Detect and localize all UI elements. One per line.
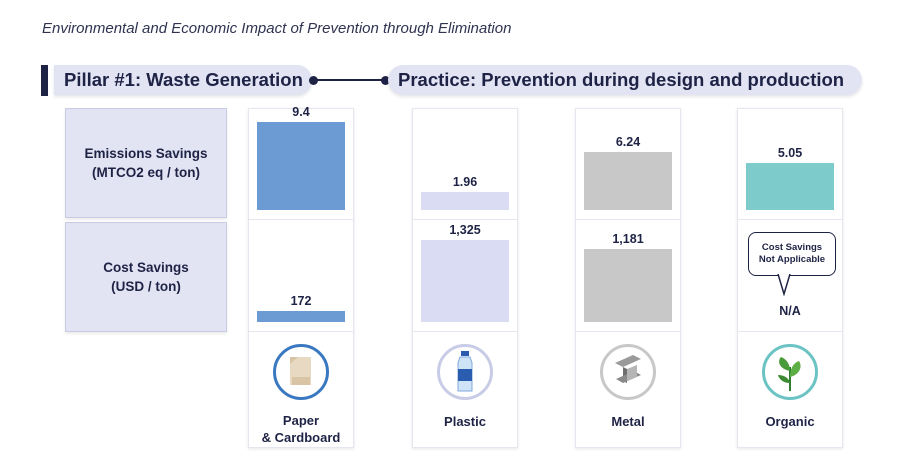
row-label-cost-line2: (USD / ton): [111, 279, 181, 294]
emissions-bar-paper: [257, 122, 345, 210]
column-divider: [737, 219, 843, 220]
cost-bar-paper: [257, 311, 345, 322]
emissions-bar-metal: [584, 152, 672, 210]
column-divider: [248, 331, 354, 332]
material-label-organic: Organic: [737, 413, 843, 430]
emissions-bar-organic: [746, 163, 834, 210]
bubble-tail: [777, 274, 791, 296]
cost-value-label: 1,325: [449, 223, 481, 237]
emissions-value-label: 9.4: [292, 105, 310, 119]
material-label-line1: Plastic: [444, 414, 486, 429]
row-label-emissions-line1: Emissions Savings: [84, 146, 208, 161]
row-label-emissions-line2: (MTCO2 eq / ton): [92, 165, 200, 180]
cost-bar-metal: [584, 249, 672, 322]
material-label-metal: Metal: [575, 413, 681, 430]
emissions-bar-plastic: [421, 192, 509, 210]
connector-line: [316, 79, 386, 81]
material-label-plastic: Plastic: [412, 413, 518, 430]
practice-heading: Practice: Prevention during design and p…: [388, 65, 862, 95]
na-bubble-line2: Not Applicable: [758, 254, 826, 265]
cost-value-label: N/A: [779, 304, 801, 318]
paper-icon: [273, 344, 329, 400]
connector-dot-right: [381, 76, 390, 85]
column-divider: [575, 219, 681, 220]
column-divider: [575, 331, 681, 332]
emissions-value-label: 6.24: [615, 135, 641, 149]
connector-dot-left: [309, 76, 318, 85]
column-divider: [248, 219, 354, 220]
material-label-line2: & Cardboard: [261, 430, 341, 445]
not-applicable-bubble: Cost Savings Not Applicable: [748, 232, 836, 276]
material-label-line1: Metal: [611, 414, 645, 429]
bottle-icon: [437, 344, 493, 400]
material-label-line1: Organic: [765, 414, 815, 429]
cost-bar-plastic: [421, 240, 509, 322]
column-divider: [737, 331, 843, 332]
cost-value-label: 1,181: [612, 232, 644, 246]
material-label-paper: Paper & Cardboard: [248, 412, 354, 446]
page-title: Environmental and Economic Impact of Pre…: [42, 20, 512, 37]
steel-beam-icon: [600, 344, 656, 400]
na-bubble-line1: Cost Savings: [761, 242, 823, 253]
row-label-cost-line1: Cost Savings: [103, 260, 189, 275]
cost-value-label: 172: [290, 294, 312, 308]
pillar-heading: Pillar #1: Waste Generation: [54, 65, 312, 95]
row-label-cost: Cost Savings (USD / ton): [65, 222, 227, 332]
column-divider: [412, 219, 518, 220]
pillar-accent-bar: [41, 65, 48, 96]
row-label-emissions: Emissions Savings (MTCO2 eq / ton): [65, 108, 227, 218]
leaf-plant-icon: [762, 344, 818, 400]
emissions-value-label: 5.05: [777, 146, 803, 160]
material-label-line1: Paper: [282, 413, 320, 428]
column-divider: [412, 331, 518, 332]
emissions-value-label: 1.96: [452, 175, 478, 189]
